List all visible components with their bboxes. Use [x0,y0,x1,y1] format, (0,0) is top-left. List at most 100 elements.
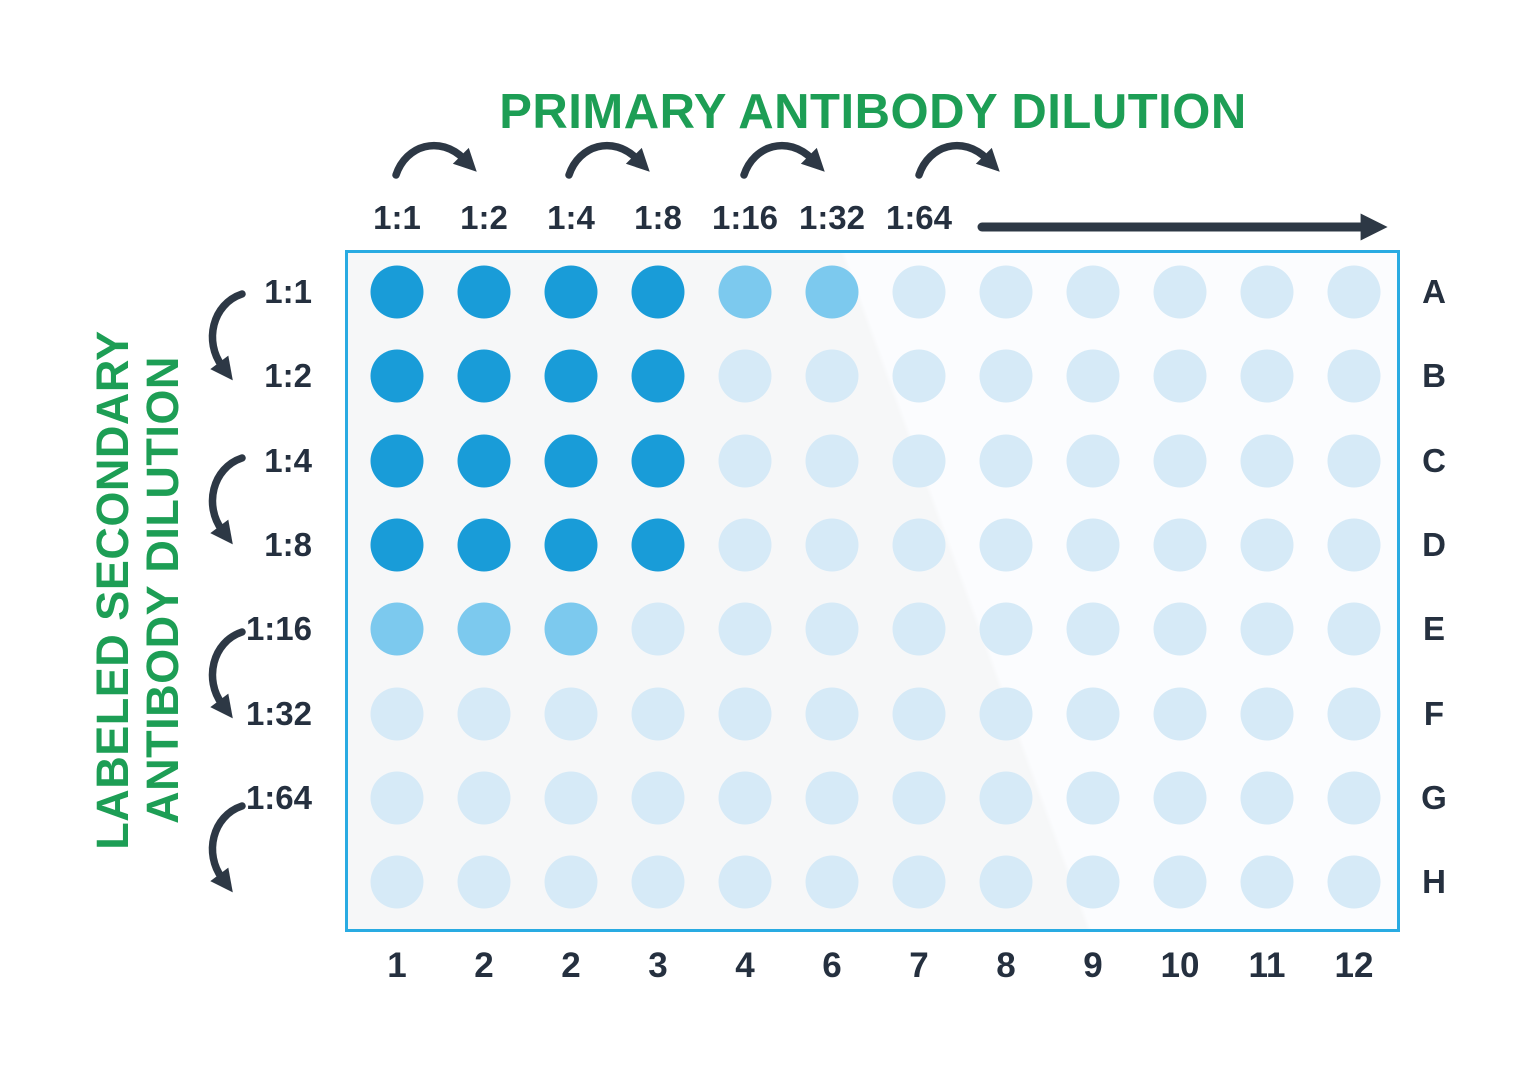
left-axis-title: LABELED SECONDARY ANTIBODY DILUTION [87,310,192,870]
well-G5 [718,771,772,825]
well-F2 [457,687,511,740]
well-D1 [370,518,424,572]
well-E8 [979,602,1033,656]
well-B5 [718,349,772,403]
well-F6 [805,687,859,740]
well-H8 [979,855,1033,909]
well-A2 [457,265,511,319]
column-number-11: 11 [1248,946,1286,985]
well-B3 [544,349,598,403]
well-E11 [1240,602,1294,656]
well-C8 [979,434,1033,488]
well-F12 [1327,687,1381,740]
well-F8 [979,687,1033,740]
well-D9 [1066,518,1120,572]
dilution-step-arrow-left-icon [208,802,246,893]
top-dilution-label-3: 1:4 [547,199,595,236]
row-letter-F: F [1423,694,1445,732]
left-dilution-label-7: 1:64 [245,778,312,816]
well-H11 [1240,855,1294,909]
well-E9 [1066,602,1120,656]
well-B8 [979,349,1033,403]
well-G7 [892,771,946,825]
row-letter-B: B [1422,357,1446,395]
row-letter-D: D [1422,525,1446,563]
column-number-1: 1 [387,946,407,985]
row-letter-E: E [1422,610,1445,648]
well-G3 [544,771,598,825]
well-H2 [457,855,511,909]
well-G4 [631,771,685,825]
well-D8 [979,518,1033,572]
top-axis-title: PRIMARY ANTIBODY DILUTION [499,85,1247,139]
dilution-step-arrow-top-icon [740,141,825,179]
column-number-10: 10 [1160,946,1200,985]
well-F11 [1240,687,1294,740]
well-E6 [805,602,859,656]
column-number-9: 9 [1083,946,1103,985]
well-A4 [631,265,685,319]
top-dilution-label-1: 1:1 [373,199,421,236]
well-A5 [718,265,772,319]
column-number-6: 6 [822,946,842,985]
well-B2 [457,349,511,403]
top-dilution-label-5: 1:16 [711,199,779,236]
well-A3 [544,265,598,319]
well-H1 [370,855,424,909]
well-C4 [631,434,685,488]
well-H6 [805,855,859,909]
well-A9 [1066,265,1120,319]
well-H9 [1066,855,1120,909]
well-H4 [631,855,685,909]
well-F7 [892,687,946,740]
well-B4 [631,349,685,403]
well-B12 [1327,349,1381,403]
well-C10 [1153,434,1207,488]
well-E2 [457,602,511,656]
column-number-2: 2 [474,946,494,985]
well-G1 [370,771,424,825]
well-C12 [1327,434,1381,488]
serial-dilution-direction-arrow-icon [977,213,1388,241]
well-D3 [544,518,598,572]
well-G8 [979,771,1033,825]
well-G9 [1066,771,1120,825]
well-F9 [1066,687,1120,740]
well-F5 [718,687,772,740]
well-E1 [370,602,424,656]
dilution-step-arrow-left-icon [208,454,246,545]
well-C9 [1066,434,1120,488]
well-H5 [718,855,772,909]
left-dilution-label-2: 1:2 [264,357,312,395]
well-A8 [979,265,1033,319]
left-axis-title-line1: LABELED SECONDARY [87,330,138,850]
top-dilution-label-2: 1:2 [460,199,508,236]
well-B11 [1240,349,1294,403]
top-dilution-label-6: 1:32 [798,199,866,236]
left-dilution-label-5: 1:16 [245,610,312,648]
well-F1 [370,687,424,740]
left-dilution-label-3: 1:4 [264,441,312,479]
column-number-12: 12 [1334,946,1374,985]
well-F3 [544,687,598,740]
well-E12 [1327,602,1381,656]
well-G10 [1153,771,1207,825]
dilution-step-arrow-top-icon [915,141,1000,179]
well-grid [345,250,1394,926]
well-F4 [631,687,685,740]
well-E10 [1153,602,1207,656]
well-G11 [1240,771,1294,825]
top-dilution-label-7: 1:64 [885,199,953,236]
column-number-4: 3 [648,946,668,985]
well-D4 [631,518,685,572]
dilution-step-arrow-left-icon [208,290,246,381]
well-A1 [370,265,424,319]
well-C3 [544,434,598,488]
well-A10 [1153,265,1207,319]
well-C1 [370,434,424,488]
well-H12 [1327,855,1381,909]
well-D2 [457,518,511,572]
well-A11 [1240,265,1294,319]
well-D6 [805,518,859,572]
well-G2 [457,771,511,825]
